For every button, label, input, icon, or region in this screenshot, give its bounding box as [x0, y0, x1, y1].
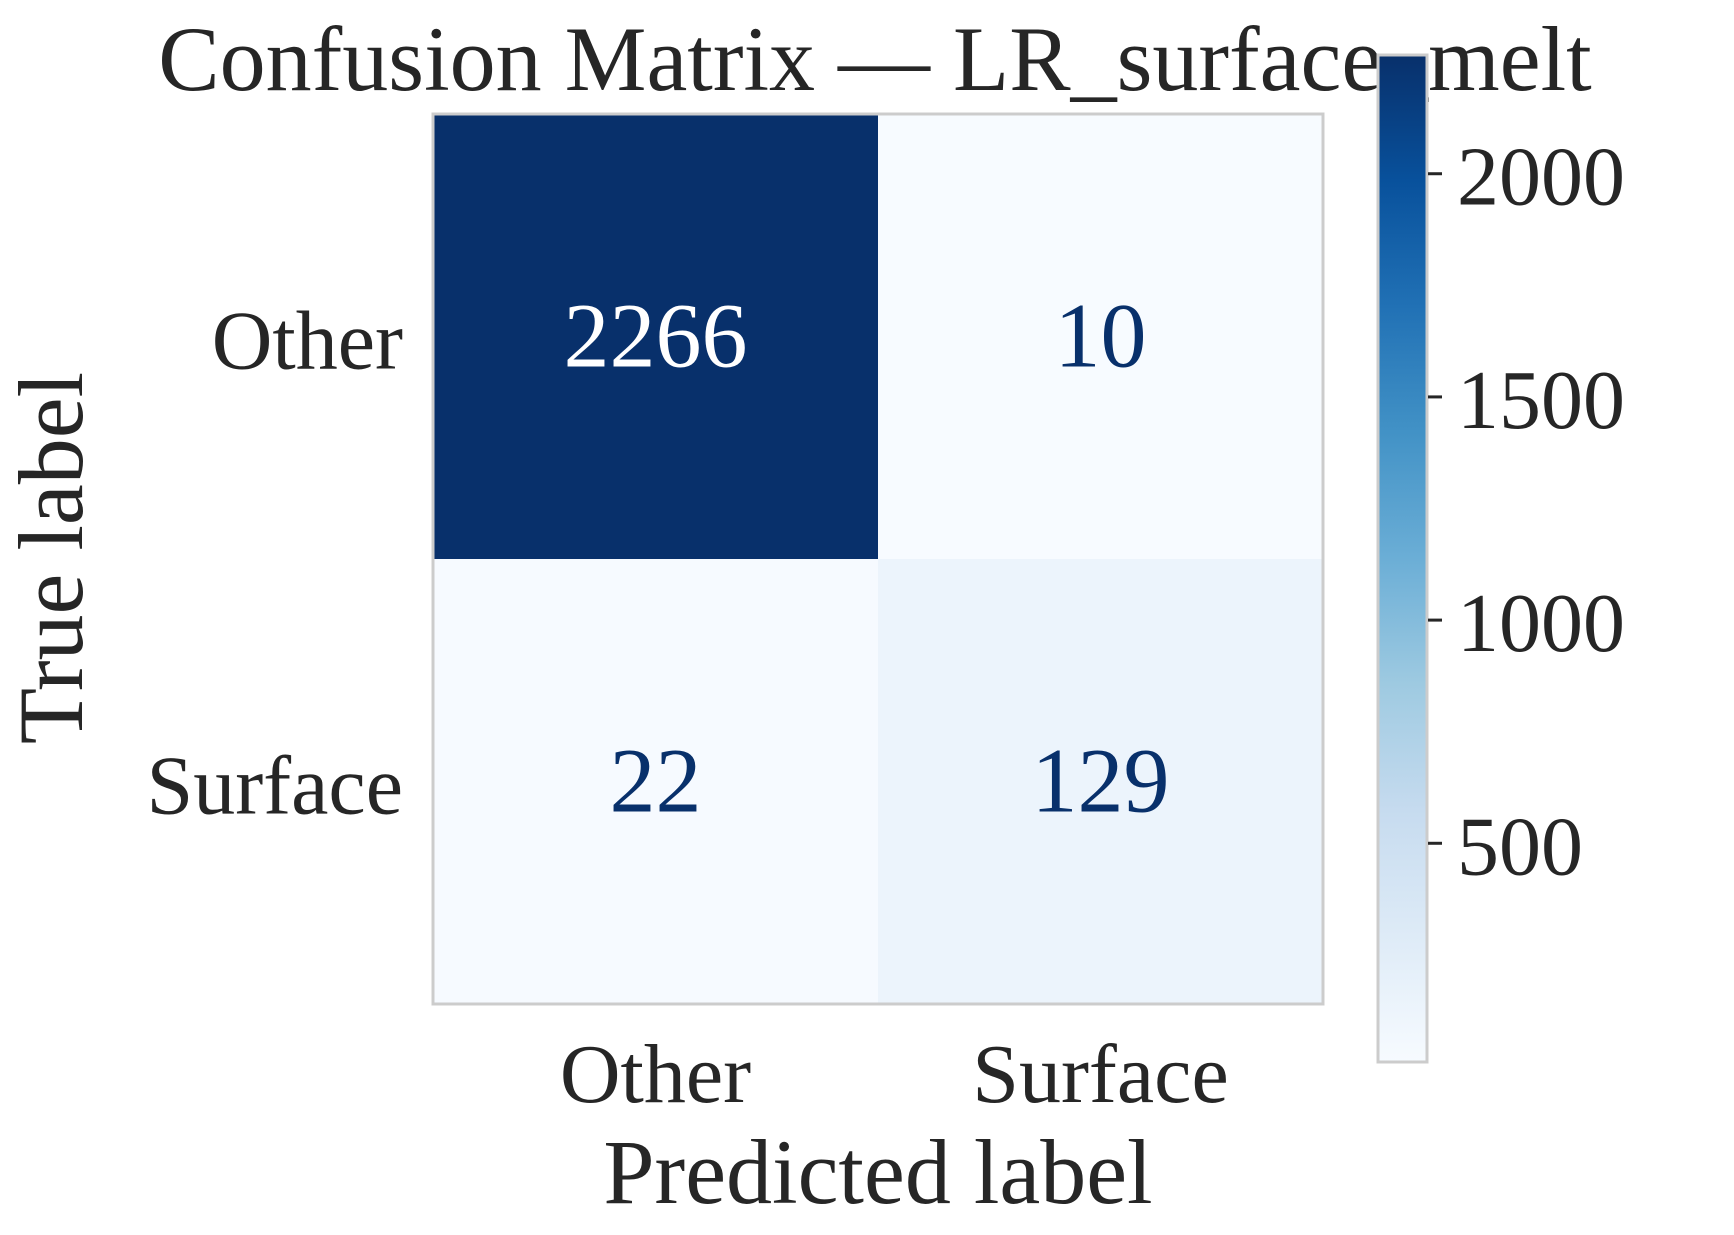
- heatmap-cells: [433, 114, 1323, 1004]
- x-tick-label: Surface: [972, 1028, 1229, 1121]
- colorbar-tick-label: 1000: [1457, 577, 1625, 670]
- cell-value-label: 129: [1032, 730, 1170, 832]
- cell-value-label: 2266: [564, 285, 748, 387]
- heatmap-cell-labels: 2266 10 22 129: [564, 285, 1170, 832]
- heatmap-cell: [433, 114, 878, 559]
- heatmap-cell: [433, 559, 878, 1004]
- plot-frame: [431, 112, 1325, 1006]
- colorbar-tick-label: 2000: [1457, 131, 1625, 224]
- x-axis-label: Predicted label: [603, 1121, 1152, 1223]
- x-tick-label: Other: [560, 1028, 751, 1121]
- chart-title: Confusion Matrix — LR_surface_melt: [158, 8, 1592, 110]
- y-axis-label: True label: [0, 372, 102, 744]
- colorbar-tick-label: 1500: [1457, 354, 1625, 447]
- heatmap-cell: [878, 559, 1323, 1004]
- cell-value-label: 10: [1055, 285, 1147, 387]
- y-tick-label: Other: [212, 295, 403, 388]
- colorbar: [1376, 53, 1429, 1064]
- colorbar-tick-label: 500: [1457, 800, 1583, 893]
- y-tick-labels: Other Surface: [146, 295, 403, 833]
- cell-value-label: 22: [610, 730, 702, 832]
- colorbar-ticks: 500 1000 1500 2000: [1428, 131, 1625, 893]
- x-tick-labels: Other Surface: [560, 1028, 1229, 1121]
- heatmap-cell: [878, 114, 1323, 559]
- y-tick-label: Surface: [146, 740, 403, 833]
